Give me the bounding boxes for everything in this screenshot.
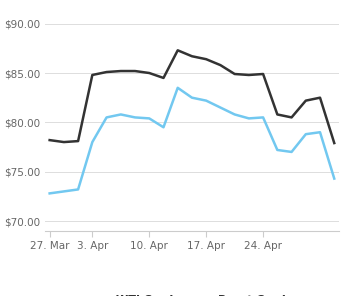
Legend: WTI Crude, Brent Crude: WTI Crude, Brent Crude bbox=[87, 291, 297, 296]
